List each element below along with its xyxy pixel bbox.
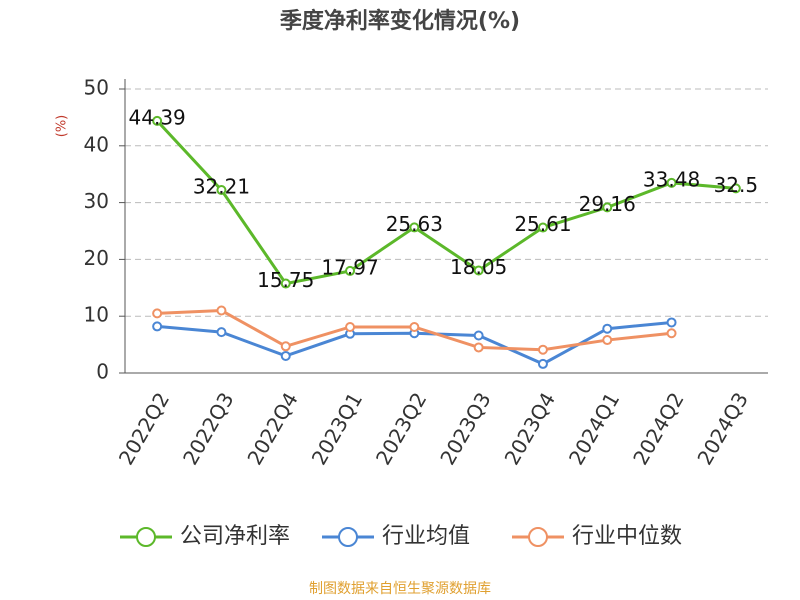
- data-label: 29.16: [579, 192, 636, 216]
- point-marker: [666, 317, 677, 328]
- x-tick-label: 2023Q3: [435, 388, 495, 469]
- x-tick-label: 2022Q2: [114, 388, 174, 469]
- point-marker: [345, 265, 356, 276]
- point-marker: [602, 335, 613, 346]
- x-tick-label: 2024Q2: [628, 388, 688, 469]
- x-tick-label: 2023Q1: [307, 388, 367, 469]
- legend-marker: [136, 527, 156, 547]
- point-marker: [216, 327, 227, 338]
- point-marker: [152, 321, 163, 332]
- legend-label: 行业均值: [382, 524, 470, 549]
- y-tick-label: 0: [96, 360, 109, 384]
- point-marker: [666, 177, 677, 188]
- point-marker: [473, 265, 484, 276]
- legend-marker: [528, 527, 548, 547]
- point-marker: [409, 321, 420, 332]
- legend-label: 公司净利率: [180, 524, 290, 549]
- point-marker: [730, 183, 741, 194]
- x-tick-label: 2024Q1: [564, 388, 624, 469]
- data-label: 18.05: [450, 255, 507, 279]
- point-marker: [280, 341, 291, 352]
- y-tick-label: 50: [84, 76, 109, 100]
- x-tick-label: 2022Q4: [242, 388, 302, 469]
- y-axis-label: (%): [55, 115, 70, 138]
- point-marker: [537, 358, 548, 369]
- data-label: 15.75: [257, 268, 314, 292]
- legend-marker: [338, 527, 358, 547]
- point-marker: [537, 222, 548, 233]
- data-label: 32.21: [193, 175, 250, 199]
- x-tick-label: 2024Q3: [692, 388, 752, 469]
- data-label: 25.63: [386, 212, 443, 236]
- point-marker: [473, 330, 484, 341]
- x-tick-label: 2022Q3: [178, 388, 238, 469]
- data-label: 44.39: [129, 105, 186, 129]
- point-marker: [216, 305, 227, 316]
- point-marker: [280, 278, 291, 289]
- series-line: [156, 119, 736, 286]
- point-marker: [602, 202, 613, 213]
- data-label: 25.61: [514, 212, 571, 236]
- point-marker: [602, 323, 613, 334]
- y-tick-label: 40: [84, 132, 109, 156]
- point-marker: [666, 328, 677, 339]
- point-marker: [152, 115, 163, 126]
- source-note: 制图数据来自恒生聚源数据库: [309, 581, 491, 597]
- x-tick-label: 2023Q2: [371, 388, 431, 469]
- y-tick-label: 20: [84, 246, 109, 270]
- point-marker: [280, 350, 291, 361]
- data-label: 17.97: [321, 255, 378, 279]
- x-tick-label: 2023Q4: [500, 388, 560, 469]
- y-tick-label: 30: [84, 189, 109, 213]
- point-marker: [152, 308, 163, 319]
- point-marker: [345, 321, 356, 332]
- legend-label: 行业中位数: [572, 524, 682, 549]
- point-marker: [409, 222, 420, 233]
- point-marker: [216, 185, 227, 196]
- data-label: 32.5: [714, 173, 759, 197]
- y-tick-label: 10: [84, 303, 109, 327]
- data-label: 33.48: [643, 167, 700, 191]
- point-marker: [537, 344, 548, 355]
- point-marker: [473, 342, 484, 353]
- chart-title: 季度净利率变化情况(%): [280, 8, 520, 34]
